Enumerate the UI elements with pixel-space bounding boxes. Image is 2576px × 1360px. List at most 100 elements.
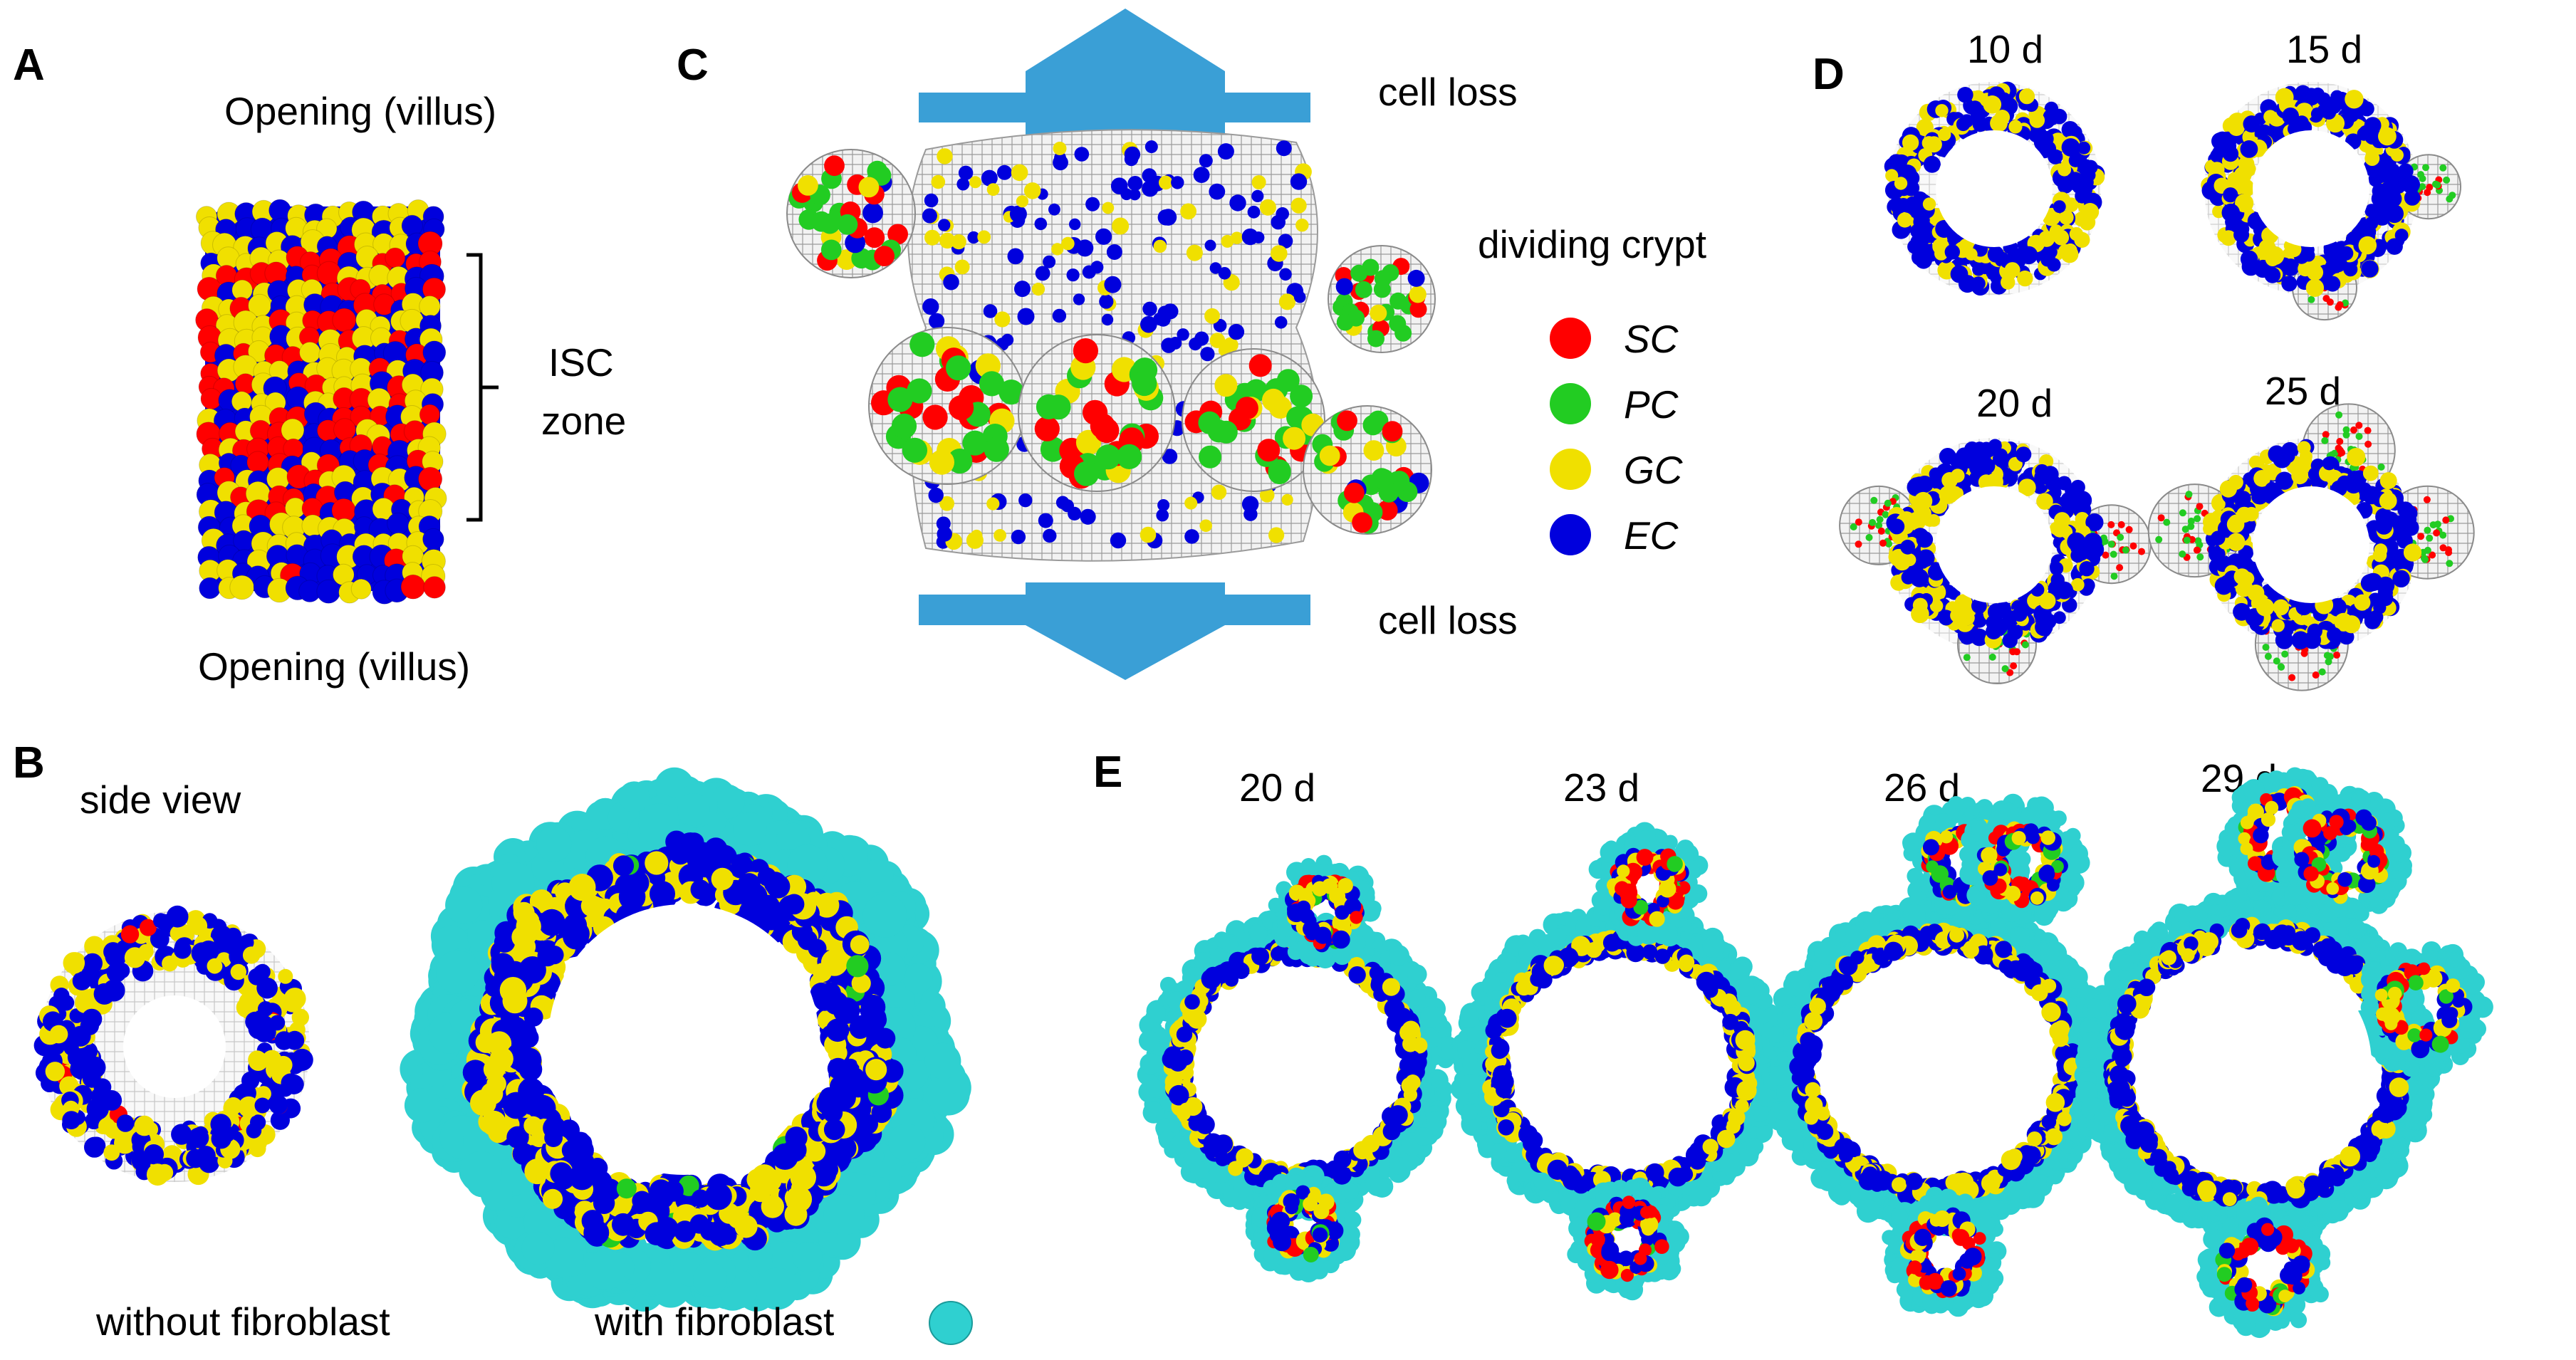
cell-sphere bbox=[2377, 463, 2385, 471]
cell-sphere bbox=[2017, 270, 2033, 287]
cell-sphere bbox=[1352, 512, 1372, 533]
cell-sphere bbox=[1180, 203, 1196, 220]
cell-sphere bbox=[1066, 268, 1080, 282]
cell-sphere bbox=[1957, 87, 1973, 103]
cell-sphere bbox=[2442, 516, 2450, 524]
cell-sphere bbox=[131, 1151, 152, 1171]
cell-sphere bbox=[593, 1192, 615, 1215]
cell-sphere bbox=[2183, 536, 2191, 544]
cell-sphere bbox=[2163, 518, 2171, 526]
cell-sphere bbox=[2240, 250, 2258, 268]
cell-sphere bbox=[1978, 458, 1996, 474]
cell-sphere bbox=[436, 950, 480, 994]
cell-sphere bbox=[2044, 245, 2058, 259]
cell-sphere bbox=[423, 576, 446, 599]
cell-sphere bbox=[612, 1213, 635, 1236]
cell-sphere bbox=[2179, 550, 2186, 558]
panel-c-label: C bbox=[677, 41, 709, 90]
cell-sphere bbox=[2439, 544, 2447, 552]
cell-sphere bbox=[994, 529, 1006, 542]
cell-sphere bbox=[1142, 301, 1157, 316]
panel-a-top-caption: Opening (villus) bbox=[224, 89, 496, 133]
cell-sphere bbox=[1132, 370, 1157, 397]
panel-e-time-1: 20 d bbox=[1239, 765, 1315, 810]
cell-sphere bbox=[1157, 209, 1174, 226]
cell-sphere bbox=[1031, 283, 1045, 296]
cell-sphere bbox=[1293, 291, 1306, 303]
cell-sphere bbox=[1993, 115, 2007, 130]
cell-sphere bbox=[650, 881, 675, 907]
cell-sphere bbox=[824, 155, 845, 177]
cell-sphere bbox=[1247, 205, 1261, 219]
cell-sphere bbox=[937, 526, 952, 542]
cell-sphere bbox=[1956, 447, 1973, 465]
cell-sphere bbox=[2277, 663, 2285, 671]
cell-sphere bbox=[1184, 496, 1198, 510]
cell-sphere bbox=[2047, 258, 2061, 272]
cell-sphere bbox=[1950, 265, 1968, 283]
ring-without-fibroblast bbox=[33, 905, 313, 1186]
cell-sphere bbox=[1171, 176, 1184, 189]
cell-sphere bbox=[2275, 88, 2294, 107]
cell-sphere bbox=[2021, 641, 2029, 649]
cell-sphere bbox=[2019, 246, 2038, 265]
cell-sphere bbox=[1043, 528, 1057, 543]
cell-sphere bbox=[2117, 533, 2124, 541]
cell-sphere bbox=[1865, 533, 1873, 541]
cell-sphere bbox=[2010, 662, 2018, 670]
cell-sphere bbox=[1879, 539, 1887, 547]
cell-sphere bbox=[1023, 182, 1041, 199]
cell-sphere bbox=[1988, 439, 2002, 453]
cell-sphere bbox=[1117, 444, 1142, 470]
cell-sphere bbox=[1869, 518, 1877, 526]
cell-sphere bbox=[1362, 414, 1384, 436]
cell-sphere bbox=[1161, 338, 1177, 353]
cell-sphere bbox=[2372, 548, 2387, 563]
cell-sphere bbox=[2035, 618, 2053, 637]
cell-sphere bbox=[1889, 518, 1905, 535]
cell-sphere bbox=[2295, 85, 2311, 102]
cell-sphere bbox=[1344, 482, 1365, 503]
cell-sphere bbox=[1243, 507, 1258, 521]
cell-sphere bbox=[2424, 526, 2431, 534]
cell-sphere bbox=[2446, 195, 2454, 203]
cell-sphere bbox=[1204, 308, 1220, 324]
cell-sphere bbox=[1112, 217, 1130, 235]
cell-sphere bbox=[2063, 243, 2077, 258]
cell-sphere bbox=[2434, 521, 2441, 528]
cell-sphere bbox=[120, 925, 140, 943]
cell-sphere bbox=[2422, 164, 2429, 172]
cell-sphere bbox=[1214, 374, 1238, 397]
cell-sphere bbox=[2227, 533, 2246, 551]
cell-sphere bbox=[1051, 243, 1064, 256]
isc-zone-label-line1: ISC bbox=[548, 340, 614, 385]
cell-sphere bbox=[888, 1124, 926, 1161]
cell-sphere bbox=[249, 1140, 266, 1158]
cell-sphere bbox=[1104, 276, 1122, 293]
cell-sphere bbox=[1350, 264, 1368, 282]
cell-sphere bbox=[1043, 255, 1056, 268]
cell-sphere bbox=[2002, 632, 2018, 649]
cell-sphere bbox=[207, 958, 223, 974]
cell-sphere bbox=[299, 341, 321, 364]
cell-sphere bbox=[1199, 154, 1213, 168]
cell-sphere bbox=[2333, 652, 2340, 659]
cell-sphere bbox=[2079, 561, 2095, 577]
cell-sphere bbox=[2196, 503, 2204, 511]
cell-sphere bbox=[332, 308, 357, 333]
cell-sphere bbox=[2317, 92, 2331, 107]
cell-sphere bbox=[1102, 202, 1115, 214]
cell-sphere bbox=[257, 1001, 273, 1017]
cell-sphere bbox=[82, 953, 103, 973]
cell-sphere bbox=[2417, 533, 2425, 540]
legend-swatch-pc bbox=[1550, 383, 1591, 424]
cell-sphere bbox=[106, 963, 127, 983]
cell-sphere bbox=[798, 175, 818, 196]
cell-sphere bbox=[2129, 542, 2137, 550]
cell-sphere bbox=[1382, 421, 1403, 442]
cell-sphere bbox=[2053, 611, 2066, 624]
cell-sphere bbox=[1035, 266, 1050, 281]
cell-sphere bbox=[224, 1097, 242, 1115]
legend-swatch-sc bbox=[1550, 318, 1591, 359]
panel-d-rings bbox=[1839, 81, 2475, 691]
